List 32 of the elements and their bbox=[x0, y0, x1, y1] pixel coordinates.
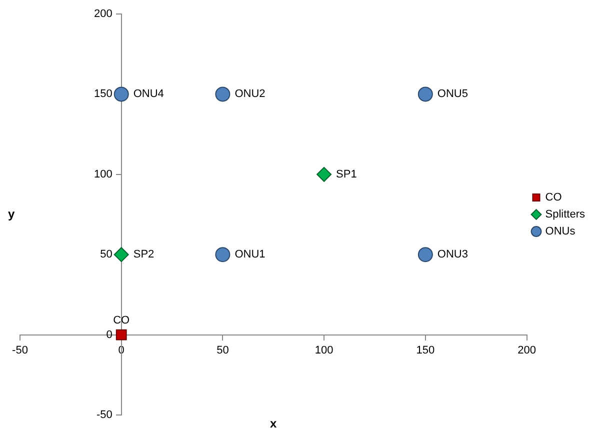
legend-label: Splitters bbox=[545, 208, 586, 221]
x-tick-label: -50 bbox=[12, 344, 28, 356]
data-label: ONU5 bbox=[437, 88, 468, 100]
point bbox=[316, 166, 332, 182]
y-tick-label: 0 bbox=[106, 328, 112, 341]
point bbox=[418, 86, 433, 102]
data-label: ONU4 bbox=[133, 88, 164, 100]
point bbox=[116, 329, 127, 340]
point bbox=[114, 247, 129, 262]
data-label: SP1 bbox=[336, 168, 357, 180]
x-tick-label: 200 bbox=[518, 344, 536, 356]
data-label: SP2 bbox=[133, 248, 154, 261]
legend-label: CO bbox=[545, 192, 562, 204]
y-tick-label: 50 bbox=[100, 248, 112, 261]
x-axis-title: x bbox=[270, 416, 278, 430]
point bbox=[114, 86, 129, 102]
y-tick-label: 200 bbox=[94, 8, 112, 20]
data-label: ONU2 bbox=[234, 88, 266, 100]
y-axis-title: y bbox=[8, 206, 15, 221]
x-tick-label: 50 bbox=[216, 344, 229, 356]
point bbox=[215, 247, 230, 262]
legend-label: ONUs bbox=[545, 226, 576, 238]
y-tick-label: 150 bbox=[94, 88, 112, 100]
y-tick-label: 100 bbox=[94, 168, 112, 180]
data-label: ONU3 bbox=[437, 248, 468, 261]
data-label: ONU1 bbox=[234, 248, 266, 261]
point bbox=[418, 247, 433, 262]
data-label: CO bbox=[113, 314, 130, 326]
x-tick-label: 150 bbox=[416, 344, 435, 356]
point bbox=[215, 86, 230, 102]
x-tick-label: 100 bbox=[314, 344, 334, 356]
y-tick-label: -50 bbox=[96, 409, 112, 422]
